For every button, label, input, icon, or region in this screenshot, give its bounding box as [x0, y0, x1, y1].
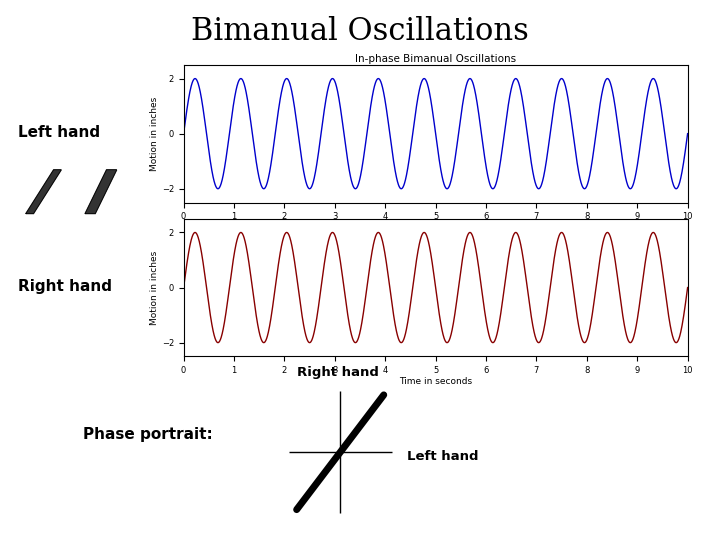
- X-axis label: Time in seconds: Time in seconds: [399, 376, 472, 386]
- Y-axis label: Motion in inches: Motion in inches: [150, 97, 159, 171]
- Text: Right hand: Right hand: [297, 366, 379, 379]
- Polygon shape: [85, 170, 117, 213]
- Polygon shape: [26, 170, 61, 213]
- Text: Left hand: Left hand: [18, 125, 100, 140]
- Y-axis label: Motion in inches: Motion in inches: [150, 251, 159, 325]
- Text: Phase portrait:: Phase portrait:: [83, 427, 212, 442]
- Text: Left hand: Left hand: [407, 450, 478, 463]
- Text: Bimanual Oscillations: Bimanual Oscillations: [191, 16, 529, 47]
- Text: Right hand: Right hand: [18, 279, 112, 294]
- Title: In-phase Bimanual Oscillations: In-phase Bimanual Oscillations: [355, 54, 516, 64]
- X-axis label: Time in seconds: Time in seconds: [399, 222, 472, 232]
